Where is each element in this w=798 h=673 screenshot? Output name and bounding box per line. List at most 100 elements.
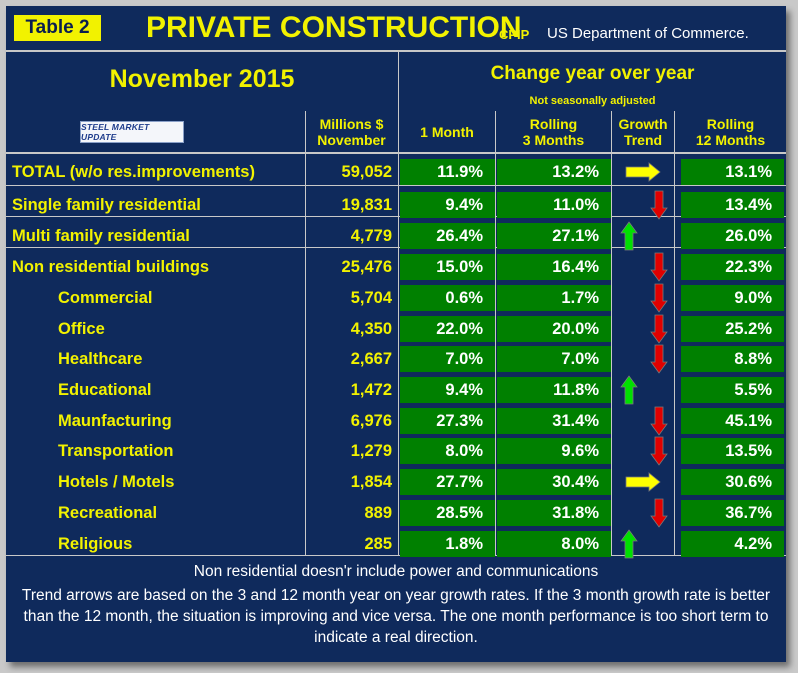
steel-market-update-logo: STEEL MARKET UPDATE [80,121,184,143]
row-rolling-12: 13.1% [681,159,784,185]
row-value: 19,831 [341,196,392,214]
period-label: November 2015 [109,65,295,93]
trend-arrow-shape [620,375,638,405]
row-rolling-3: 16.4% [497,254,611,280]
page-title: PRIVATE CONSTRUCTION [146,11,522,44]
row-rolling-12: 30.6% [681,469,784,495]
divider-row [6,216,786,217]
row-one-month: 9.4% [400,377,495,403]
divider-before-footer [6,555,786,556]
trend-down-arrow-icon [650,344,668,374]
row-value: 4,779 [350,227,392,245]
row-rolling-3: 13.2% [497,159,611,185]
column-header-rolling-3-line1: Rolling [529,116,578,132]
column-header-rolling-12-line2: 12 Months [695,132,766,148]
row-label: Transportation [58,442,174,460]
row-label: Commercial [58,289,153,307]
trend-arrow-shape [650,498,668,528]
row-rolling-3: 20.0% [497,316,611,342]
trend-down-arrow-icon [650,252,668,282]
divider-vertical-name [305,111,306,556]
row-rolling-12: 36.7% [681,500,784,526]
trend-down-arrow-icon [650,498,668,528]
trend-down-arrow-icon [650,406,668,436]
row-one-month: 11.9% [400,159,495,185]
row-value: 6,976 [350,412,392,430]
column-header-value-line1: Millions $ [319,116,384,132]
column-header-value-line2: November [317,132,386,148]
trend-down-arrow-icon [650,314,668,344]
row-value: 59,052 [341,163,392,181]
trend-flat-arrow-icon [625,472,661,492]
row-rolling-3: 31.4% [497,408,611,434]
row-rolling-3: 11.8% [497,377,611,403]
row-value: 285 [364,535,392,553]
row-one-month: 22.0% [400,316,495,342]
trend-arrow-shape [620,529,638,559]
trend-arrow-shape [620,221,638,251]
row-one-month: 0.6% [400,285,495,311]
row-rolling-12: 22.3% [681,254,784,280]
trend-down-arrow-icon [650,190,668,220]
row-label: Office [58,320,105,338]
trend-up-arrow-icon [620,221,638,251]
row-value: 1,472 [350,381,392,399]
row-value: 5,704 [350,289,392,307]
divider-vertical-3m [611,111,612,556]
row-rolling-12: 45.1% [681,408,784,434]
divider-vertical-trend [674,111,675,556]
trend-arrow-shape [650,190,668,220]
trend-arrow-shape [650,283,668,313]
row-value: 4,350 [350,320,392,338]
acronym-label: CPIP [499,27,530,42]
row-rolling-12: 4.2% [681,531,784,557]
trend-arrow-shape [650,436,668,466]
column-header-one-month: 1 Month [420,124,474,140]
row-label: Maunfacturing [58,412,172,430]
row-rolling-3: 31.8% [497,500,611,526]
row-rolling-3: 7.0% [497,346,611,372]
row-one-month: 8.0% [400,438,495,464]
row-one-month: 27.3% [400,408,495,434]
divider-row [6,247,786,248]
divider-vertical-main [398,52,399,556]
row-label: Healthcare [58,350,143,368]
row-one-month: 28.5% [400,500,495,526]
row-rolling-12: 13.4% [681,192,784,218]
table-number-label: Table 2 [14,15,101,41]
column-header-rolling-12: Rolling 12 Months [675,116,786,148]
seasonal-note: Not seasonally adjusted [529,95,656,107]
trend-arrow-shape [625,162,661,182]
row-rolling-3: 27.1% [497,223,611,249]
logo-text: STEEL MARKET UPDATE [81,122,150,142]
row-rolling-12: 25.2% [681,316,784,342]
trend-up-arrow-icon [620,529,638,559]
row-rolling-12: 13.5% [681,438,784,464]
row-label: Educational [58,381,152,399]
row-rolling-3: 8.0% [497,531,611,557]
row-label: Recreational [58,504,158,522]
row-value: 1,854 [350,473,392,491]
trend-arrow-shape [650,252,668,282]
column-header-trend-line2: Trend [623,132,663,148]
row-label: Hotels / Motels [58,473,175,491]
divider-under-headers [6,152,786,154]
divider-vertical-1m [495,111,496,556]
row-one-month: 15.0% [400,254,495,280]
row-value: 25,476 [341,258,392,276]
row-rolling-3: 30.4% [497,469,611,495]
row-label: Single family residential [12,196,201,214]
row-rolling-12: 5.5% [681,377,784,403]
row-one-month: 7.0% [400,346,495,372]
trend-arrow-shape [650,406,668,436]
row-label: Religious [58,535,133,553]
column-header-trend-line1: Growth [618,116,668,132]
divider-after-total [6,185,786,186]
row-one-month: 1.8% [400,531,495,557]
trend-arrow-shape [625,472,661,492]
column-header-rolling-3: Rolling 3 Months [496,116,611,148]
row-one-month: 9.4% [400,192,495,218]
row-value: 889 [364,504,392,522]
trend-down-arrow-icon [650,283,668,313]
trend-up-arrow-icon [620,375,638,405]
